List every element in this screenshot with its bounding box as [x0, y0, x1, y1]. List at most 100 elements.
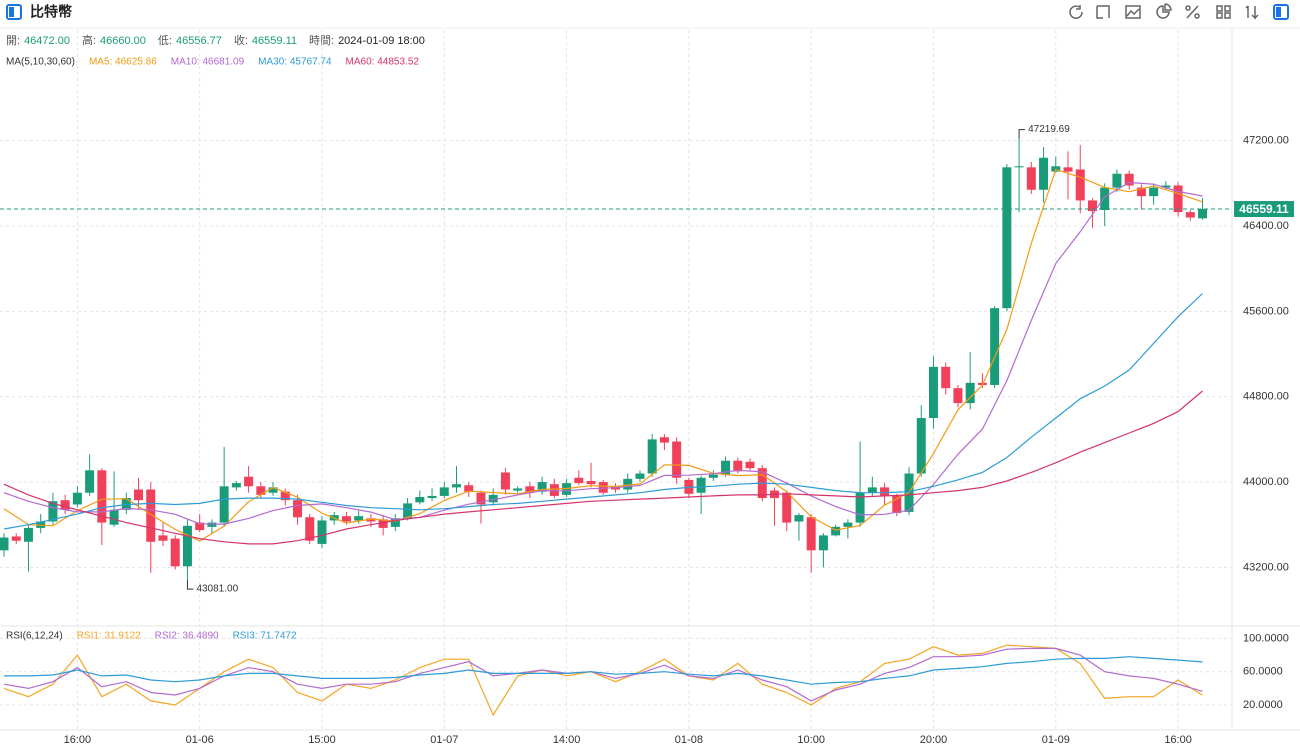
panel-icon-fill: [1276, 7, 1281, 17]
candle-body: [1198, 209, 1208, 219]
candle-body: [293, 500, 303, 518]
candle-body: [806, 517, 816, 551]
pie-icon[interactable]: [1156, 3, 1172, 19]
candle-body: [134, 489, 144, 501]
candle-body: [880, 487, 890, 496]
title-icon-fill: [9, 7, 14, 17]
annotation-arrow: [1018, 129, 1026, 139]
candle-body: [1161, 185, 1171, 188]
candle-body: [1026, 167, 1036, 190]
candle-body: [464, 485, 474, 492]
y-tick-label: 44000.00: [1243, 476, 1289, 488]
candle-body: [990, 308, 1000, 385]
candle-body: [109, 509, 119, 525]
y-tick-label: 47200.00: [1243, 135, 1289, 147]
candle-body: [97, 470, 107, 523]
candle-body: [378, 519, 388, 528]
candle-body: [818, 535, 828, 551]
candle-body: [195, 522, 205, 531]
candle-body: [745, 461, 755, 469]
legend-title: MA(5,10,30,60): [6, 57, 75, 68]
annotation-label: 47219.69: [1028, 124, 1070, 135]
last-price-tag: [1234, 201, 1294, 218]
x-tick-label: 16:00: [64, 734, 92, 746]
x-tick-label: 16:00: [1164, 734, 1192, 746]
candle-body: [207, 522, 217, 527]
y-tick-label: 46400.00: [1243, 220, 1289, 232]
candle-body: [452, 484, 462, 488]
candle-body: [525, 486, 535, 493]
candle-body: [1014, 166, 1024, 168]
candle-body: [953, 388, 963, 404]
legend-entry: RSI2: 36.4890: [155, 631, 219, 642]
legend-entry: MA5: 46625.86: [89, 57, 157, 68]
draw-icon[interactable]: [1096, 5, 1110, 19]
candle-body: [1173, 185, 1183, 213]
candle-body: [476, 492, 486, 505]
x-tick-label: 20:00: [920, 734, 948, 746]
candle-body: [659, 437, 669, 443]
grid-icon[interactable]: [1216, 5, 1231, 19]
ohlc-value: 46556.77: [176, 35, 222, 47]
candle-body: [586, 480, 596, 485]
candle-body: [11, 536, 21, 541]
candle-body: [892, 495, 902, 513]
panel-icon[interactable]: [1273, 4, 1289, 20]
candle-body: [1087, 200, 1097, 212]
series-line: [3, 390, 1203, 545]
percent-icon[interactable]: [1186, 5, 1199, 19]
series-line: [3, 168, 1203, 542]
x-tick-label: 01-07: [430, 734, 458, 746]
candle-body: [928, 366, 938, 419]
candle-body: [782, 492, 792, 523]
candle-body: [341, 516, 351, 522]
candle-body: [354, 516, 364, 521]
candle-body: [244, 476, 254, 487]
candle-body: [916, 418, 926, 474]
y-tick-label: 100.0000: [1243, 632, 1289, 644]
candle-body: [623, 478, 633, 490]
ohlc-label: 時間:: [309, 34, 334, 47]
legend-entry: RSI3: 71.7472: [233, 631, 297, 642]
lines: [3, 168, 1203, 545]
candle-body: [231, 483, 241, 488]
candle-body: [733, 460, 743, 472]
candle-body: [415, 496, 425, 503]
ohlc-label: 高:: [82, 33, 96, 47]
candle-body: [831, 526, 841, 536]
candle-body: [708, 474, 718, 478]
title-icon: [6, 4, 22, 20]
ohlc-value: 46559.11: [252, 35, 297, 47]
ohlc-value: 46660.00: [100, 35, 146, 47]
legend-entry: MA10: 46681.09: [171, 57, 245, 68]
x-tick-label: 01-06: [186, 734, 214, 746]
candle-body: [85, 470, 95, 493]
lines: [3, 644, 1203, 717]
annotation-arrow: [186, 580, 194, 590]
y-tick-label: 20.0000: [1243, 699, 1283, 711]
x-tick-label: 01-08: [675, 734, 703, 746]
ohlc-label: 開:: [6, 34, 20, 47]
candle-body: [390, 518, 400, 527]
ohlc-label: 收:: [234, 33, 248, 47]
candle-body: [439, 487, 449, 496]
candle-body: [855, 492, 865, 523]
candle-body: [60, 500, 70, 510]
candle-body: [1185, 212, 1195, 218]
sort-icon[interactable]: [1245, 5, 1259, 20]
last-price-label: 46559.11: [1239, 202, 1289, 216]
candle-body: [721, 460, 731, 475]
chart-icon[interactable]: [1125, 5, 1141, 19]
candle-body: [843, 522, 853, 527]
candle-body: [48, 501, 58, 522]
candle-body: [146, 489, 156, 542]
candle-body: [537, 482, 547, 492]
candle-body: [941, 366, 951, 389]
candle-body: [549, 484, 559, 496]
ohlc-label: 低:: [158, 34, 172, 47]
refresh-icon[interactable]: [1069, 5, 1083, 19]
candle-body: [317, 520, 327, 544]
candle-body: [1039, 157, 1049, 190]
